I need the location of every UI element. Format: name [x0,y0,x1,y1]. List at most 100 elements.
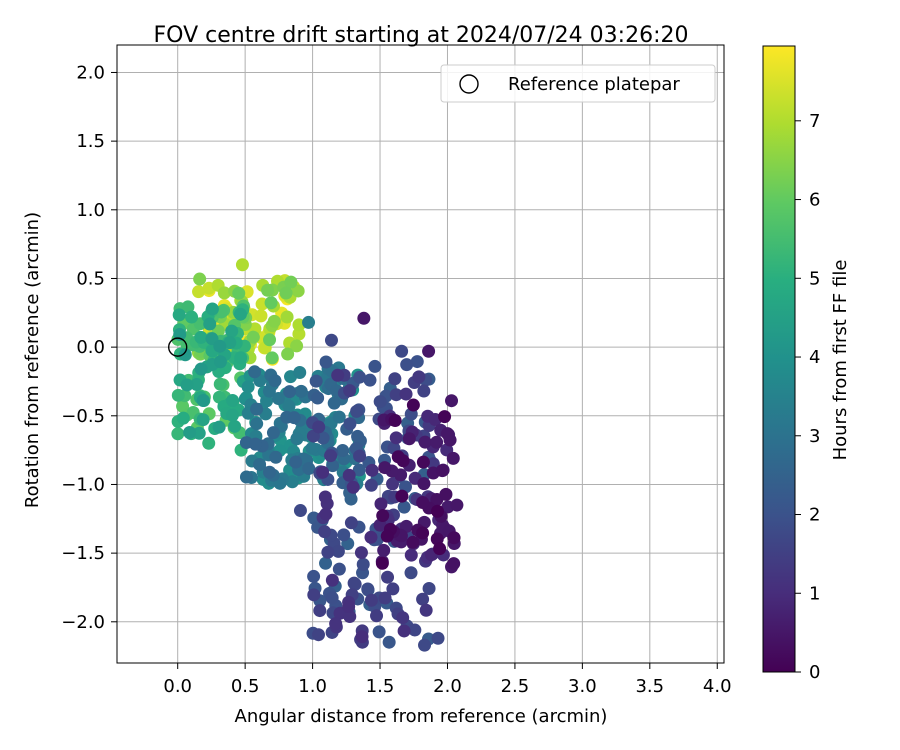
y-tick-label: −1.0 [61,474,105,495]
data-point [289,455,303,469]
data-point [293,504,307,518]
data-point [336,444,350,458]
data-point [318,490,332,504]
data-point [416,455,430,469]
data-point [234,351,248,365]
data-point [410,355,424,369]
data-point [213,377,227,391]
data-point [327,396,341,410]
data-point [447,531,461,545]
data-point [406,535,420,549]
data-point [324,333,338,347]
data-point [450,498,464,512]
colorbar-ticks: 0 1 2 3 4 5 6 7 [795,111,820,683]
data-point [355,630,369,644]
data-point [378,591,392,605]
data-point [386,582,400,596]
y-axis-label: Rotation from reference (arcmin) [22,212,43,508]
data-point [263,465,277,479]
data-point [397,500,411,514]
data-point [381,570,395,584]
data-point [212,420,226,434]
y-tick-label: −1.5 [61,543,105,564]
data-point [399,387,413,401]
data-point [332,410,346,424]
data-point [267,314,281,328]
data-point [331,544,345,558]
y-tick-label: 0.5 [76,268,105,289]
data-point [364,478,378,492]
data-point [180,378,194,392]
data-point [426,457,440,471]
data-point [305,441,319,455]
x-tick-label: 2.0 [433,676,462,697]
data-point [302,315,316,329]
data-point [181,300,195,314]
data-point [171,388,185,402]
data-point [226,393,240,407]
y-tick-label: 1.5 [76,131,105,152]
data-point [248,365,262,379]
data-point [269,450,283,464]
y-tick-label: −0.5 [61,406,105,427]
data-point [350,404,364,418]
data-point [235,258,249,272]
data-point [364,593,378,607]
data-point [176,411,190,425]
x-tick-label: 4.0 [703,676,732,697]
data-point [313,604,327,618]
data-point [192,426,206,440]
colorbar-tick-label: 3 [809,426,820,447]
data-point [225,408,239,422]
data-point [190,378,204,392]
data-point [178,348,192,362]
data-point [447,557,461,571]
data-point [233,307,247,321]
data-point [332,562,346,576]
data-point [396,611,410,625]
colorbar-tick-label: 5 [809,268,820,289]
data-point [265,351,279,365]
data-point [329,617,343,631]
data-point [408,623,422,637]
data-point [309,374,323,388]
data-point [388,372,402,386]
data-point [185,310,199,324]
colorbar-label: Hours from first FF file [830,260,851,461]
data-point [356,557,370,571]
data-point [280,310,294,324]
data-point [377,543,391,557]
data-point [378,461,392,475]
data-point [325,573,339,587]
x-tick-label: 0.0 [163,676,192,697]
data-point [294,384,308,398]
x-tick-label: 3.0 [568,676,597,697]
legend-label: Reference platepar [508,74,680,95]
data-point [430,435,444,449]
data-point [361,582,375,596]
data-point [266,426,280,440]
data-point [376,509,390,523]
data-point [406,398,420,412]
data-point [346,480,360,494]
colorbar-tick-label: 4 [809,347,820,368]
data-point [388,414,402,428]
data-point [397,624,411,638]
data-point [331,368,345,382]
data-point [416,495,430,509]
data-point [268,374,282,388]
data-point [440,427,454,441]
data-point [311,391,325,405]
data-point [372,625,386,639]
data-point [337,528,351,542]
colorbar-tick-label: 0 [809,662,820,683]
x-axis-ticks: 0.0 0.5 1.0 1.5 2.0 2.5 3.0 3.5 4.0 [163,663,732,697]
data-point [194,362,208,376]
data-point [287,411,301,425]
data-point [364,530,378,544]
y-tick-label: 1.0 [76,200,105,221]
data-point [285,475,299,489]
data-point [284,275,298,289]
data-points [167,258,464,652]
data-point [382,635,396,649]
